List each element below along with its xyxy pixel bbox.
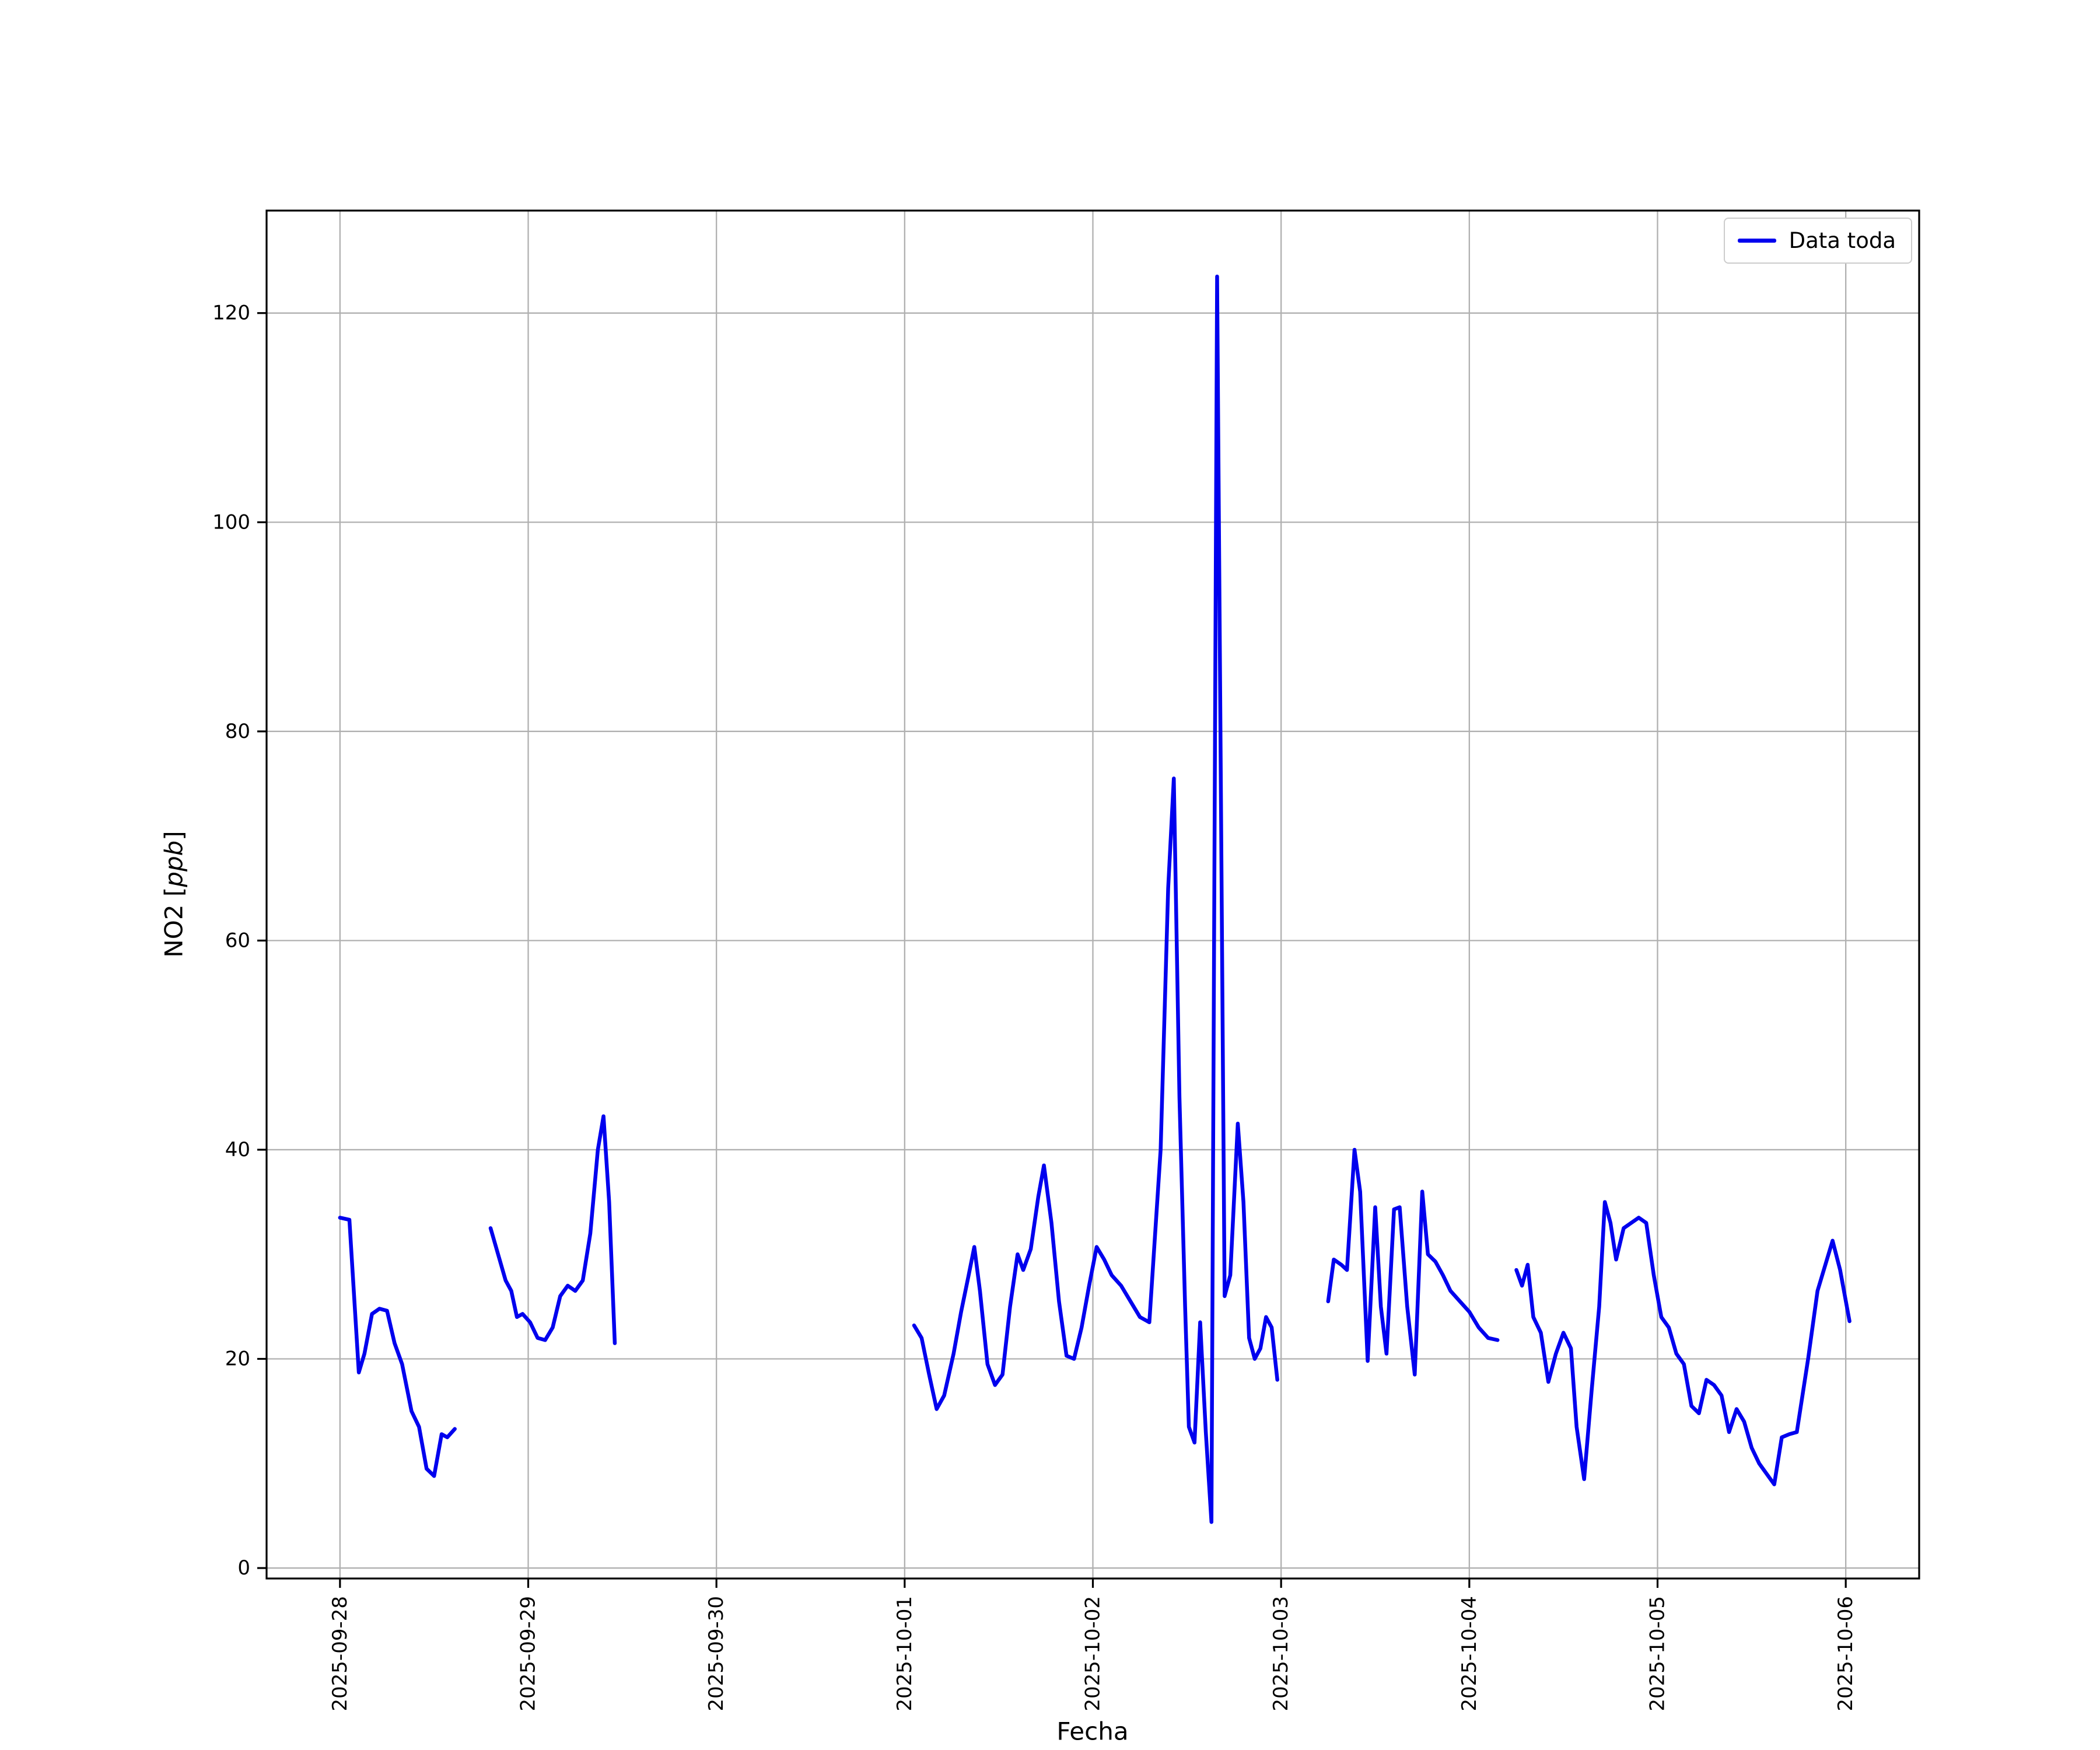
x-tick-label: 2025-10-01 <box>893 1596 916 1712</box>
data-line-segment <box>488 1114 617 1345</box>
y-tick-label: 0 <box>237 1556 250 1580</box>
y-tick-label: 100 <box>212 510 250 534</box>
x-tick-label: 2025-10-02 <box>1082 1596 1105 1712</box>
legend-line-sample <box>1737 239 1776 243</box>
y-tick-label: 80 <box>225 720 250 743</box>
y-tick-label: 20 <box>225 1348 250 1371</box>
y-axis-label-unit: ppb <box>159 840 188 887</box>
legend-label: Data toda <box>1788 228 1896 253</box>
y-axis-label-suffix: ] <box>159 831 188 841</box>
data-line-segment <box>338 1216 457 1478</box>
data-line-segment <box>1326 1147 1500 1377</box>
y-axis-label-prefix: NO2 [ <box>159 887 188 958</box>
y-axis-label: NO2 [ppb] <box>160 831 188 957</box>
x-tick-label: 2025-10-05 <box>1646 1596 1669 1712</box>
data-line-segment <box>1514 1200 1852 1486</box>
x-tick-label: 2025-09-30 <box>705 1596 728 1712</box>
y-tick-label: 60 <box>225 929 250 952</box>
x-tick-label: 2025-10-06 <box>1834 1596 1857 1712</box>
x-axis-label: Fecha <box>1056 1717 1129 1746</box>
legend: Data toda <box>1723 218 1912 264</box>
data-line-segment <box>912 274 1279 1524</box>
y-tick-label: 40 <box>225 1138 250 1161</box>
x-tick-label: 2025-10-04 <box>1458 1596 1481 1712</box>
x-tick-label: 2025-09-29 <box>517 1596 540 1712</box>
x-tick-label: 2025-10-03 <box>1269 1596 1293 1712</box>
y-tick-label: 120 <box>212 302 250 325</box>
x-tick-label: 2025-09-28 <box>328 1596 352 1712</box>
